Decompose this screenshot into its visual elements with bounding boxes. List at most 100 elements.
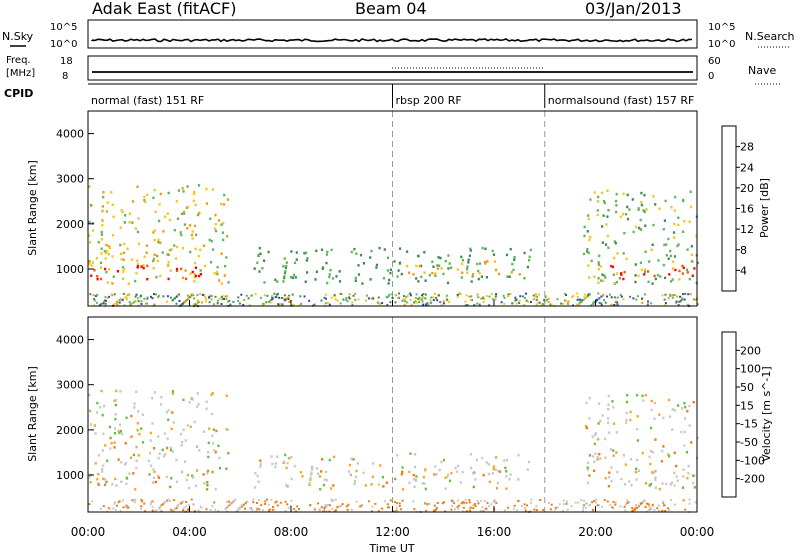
power-echo-cell xyxy=(480,275,483,278)
velocity-echo-cell xyxy=(136,422,139,425)
power-echo-cell xyxy=(626,193,629,197)
velocity-echo-cell xyxy=(286,485,289,488)
velocity-echo-cell xyxy=(174,507,176,510)
velocity-echo-cell xyxy=(308,504,311,507)
power-echo-cell xyxy=(659,275,662,278)
power-echo-cell xyxy=(493,260,496,263)
velocity-echo-cell xyxy=(171,390,174,393)
power-echo-cell xyxy=(121,210,124,214)
power-echo-cell xyxy=(303,295,306,298)
velocity-echo-cell xyxy=(128,472,131,475)
power-echo-cell xyxy=(670,280,673,283)
power-echo-cell xyxy=(122,270,125,273)
velocity-echo-cell xyxy=(313,508,316,511)
velocity-echo-cell xyxy=(687,464,690,468)
power-echo-cell xyxy=(381,302,384,305)
velocity-echo-cell xyxy=(472,472,475,475)
velocity-echo-cell xyxy=(370,483,373,486)
velocity-echo-cell xyxy=(245,501,247,504)
power-echo-cell xyxy=(640,268,643,272)
velocity-echo-cell xyxy=(190,397,193,400)
velocity-echo-cell xyxy=(252,501,255,504)
velocity-echo-cell xyxy=(673,409,676,412)
velocity-echo-cell xyxy=(424,487,427,491)
velocity-echo-cell xyxy=(259,465,262,468)
power-echo-cell xyxy=(615,303,618,306)
power-echo-cell xyxy=(628,208,631,211)
velocity-echo-cell xyxy=(603,499,606,501)
power-echo-cell xyxy=(602,200,606,203)
power-echo-cell xyxy=(182,210,186,214)
velocity-echo-cell xyxy=(324,504,327,506)
power-echo-cell xyxy=(101,224,104,227)
velocity-echo-cell xyxy=(661,482,664,485)
velocity-echo-cell xyxy=(399,508,402,511)
power-echo-cell xyxy=(162,230,165,233)
velocity-echo-cell xyxy=(176,505,179,507)
power-echo-cell xyxy=(106,297,109,299)
power-echo-cell xyxy=(259,296,262,299)
velocity-echo-cell xyxy=(284,453,287,457)
power-echo-cell xyxy=(512,268,515,272)
power-echo-cell xyxy=(529,248,532,252)
velocity-echo-cell xyxy=(119,510,122,512)
power-echo-cell xyxy=(478,262,482,265)
power-echo-cell xyxy=(179,304,182,307)
velocity-echo-cell xyxy=(631,507,634,510)
velocity-echo-cell xyxy=(671,428,674,431)
power-echo-cell xyxy=(588,276,591,279)
velocity-echo-cell xyxy=(214,508,217,511)
velocity-echo-cell xyxy=(424,468,427,471)
power-echo-cell xyxy=(323,296,326,299)
power-echo-cell xyxy=(328,273,331,276)
velocity-echo-cell xyxy=(653,417,656,420)
cpid-segment-label: rbsp 200 RF xyxy=(396,94,462,107)
power-echo-cell xyxy=(328,303,331,306)
velocity-echo-cell xyxy=(680,430,683,434)
velocity-echo-cell xyxy=(132,453,135,457)
power-echo-cell xyxy=(625,213,628,216)
velocity-echo-cell xyxy=(595,498,597,501)
x-axis-label: Time UT xyxy=(368,542,414,554)
velocity-echo-cell xyxy=(132,472,135,475)
velocity-echo-cell xyxy=(683,430,686,434)
power-echo-cell xyxy=(447,254,450,257)
power-echo-cell xyxy=(142,266,145,270)
velocity-echo-cell xyxy=(149,503,152,506)
power-echo-cell xyxy=(610,296,613,299)
power-echo-cell xyxy=(691,260,694,263)
power-echo-cell xyxy=(303,252,306,255)
velocity-echo-cell xyxy=(597,504,600,507)
power-echo-cell xyxy=(146,277,149,281)
power-echo-cell xyxy=(129,304,132,307)
velocity-echo-cell xyxy=(633,508,636,511)
velocity-echo-cell xyxy=(179,433,183,436)
power-echo-layer xyxy=(88,111,699,308)
velocity-echo-cell xyxy=(683,444,686,447)
power-echo-cell xyxy=(377,296,380,299)
velocity-echo-cell xyxy=(674,503,676,506)
velocity-echo-cell xyxy=(547,502,550,504)
y-tick-label: 1000 xyxy=(56,469,84,482)
velocity-echo-cell xyxy=(692,481,695,485)
velocity-echo-cell xyxy=(651,503,654,506)
power-echo-cell xyxy=(222,203,225,206)
velocity-echo-cell xyxy=(249,507,252,510)
power-echo-cell xyxy=(267,250,270,254)
power-echo-cell xyxy=(422,293,425,296)
velocity-echo-cell xyxy=(508,478,511,481)
power-echo-cell xyxy=(615,210,618,214)
velocity-echo-cell xyxy=(588,454,592,457)
velocity-echo-cell xyxy=(644,506,647,508)
velocity-echo-cell xyxy=(487,472,490,476)
velocity-echo-cell xyxy=(209,508,212,511)
velocity-echo-cell xyxy=(625,418,628,422)
velocity-echo-cell xyxy=(673,484,676,487)
velocity-echo-cell xyxy=(345,505,348,508)
velocity-echo-cell xyxy=(260,504,263,507)
velocity-echo-cell xyxy=(325,470,328,474)
velocity-echo-cell xyxy=(495,501,498,504)
power-echo-cell xyxy=(204,295,206,298)
power-echo-cell xyxy=(399,247,402,250)
power-echo-cell xyxy=(598,254,601,258)
